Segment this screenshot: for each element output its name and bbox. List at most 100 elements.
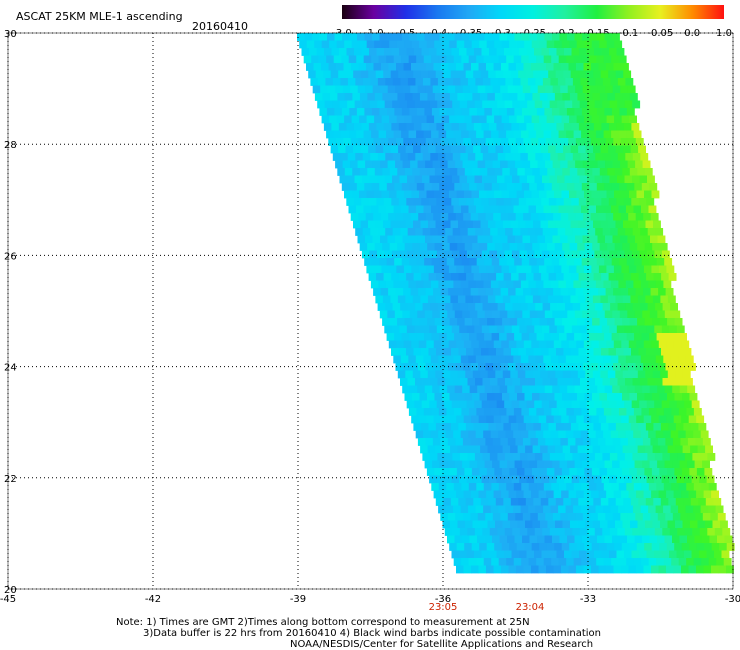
swath-cell — [512, 303, 521, 311]
swath-cell — [675, 370, 684, 379]
swath-cell — [528, 505, 536, 514]
swath-cell — [440, 288, 449, 296]
swath-cell — [418, 213, 427, 221]
swath-cell — [571, 250, 580, 259]
swath-cell — [587, 453, 596, 461]
swath-cell — [585, 145, 594, 154]
swath-cell — [482, 153, 491, 161]
swath-cell — [536, 130, 544, 139]
swath-cell — [654, 528, 663, 536]
swath-cell — [580, 505, 589, 514]
swath-cell — [547, 318, 555, 326]
swath-cell — [676, 400, 685, 409]
swath-cell — [573, 505, 581, 514]
swath-cell — [633, 558, 642, 566]
swath-cell — [560, 138, 569, 146]
swath-cell — [501, 565, 509, 574]
swath-cell — [652, 445, 661, 454]
swath-cell — [491, 333, 500, 341]
swath-cell — [375, 70, 384, 79]
swath-cell — [632, 228, 641, 236]
swath-cell — [443, 145, 451, 154]
swath-cell — [461, 483, 470, 491]
swath-cell — [381, 40, 390, 49]
swath-cell — [497, 453, 506, 461]
swath-cell — [544, 33, 553, 41]
swath-cell — [448, 490, 457, 499]
swath-cell — [631, 475, 640, 484]
swath-cell — [507, 438, 516, 446]
swath-cell — [696, 543, 705, 551]
swath-cell — [308, 70, 317, 79]
swath-cell — [449, 168, 458, 176]
swath-cell — [658, 565, 667, 574]
swath-cell — [422, 228, 431, 236]
swath-cell — [509, 93, 518, 101]
swath-cell — [404, 168, 413, 176]
swath-cell — [408, 408, 417, 416]
swath-cell — [582, 438, 591, 446]
swath-cell — [545, 438, 554, 446]
swath-cell — [570, 370, 579, 379]
swath-cell — [613, 415, 622, 424]
swath-cell — [400, 153, 409, 161]
swath-cell — [526, 48, 535, 56]
swath-cell — [473, 423, 482, 431]
swath-cell — [466, 48, 475, 56]
swath-cell — [429, 48, 437, 56]
swath-cell — [631, 550, 640, 559]
swath-cell — [649, 310, 658, 319]
swath-cell — [626, 558, 635, 566]
swath-cell — [342, 85, 351, 94]
swath-cell — [451, 123, 460, 131]
swath-cell — [450, 423, 459, 431]
swath-cell — [476, 258, 485, 266]
swath-cell — [638, 498, 647, 506]
swath-cell — [681, 565, 689, 574]
swath-cell — [633, 505, 641, 514]
swath-cell — [620, 160, 628, 169]
swath-cell — [426, 190, 435, 199]
swath-cell — [446, 183, 455, 191]
swath-cell — [663, 280, 672, 289]
swath-cell — [549, 175, 558, 184]
swath-cell — [453, 355, 462, 364]
swath-cell — [599, 543, 608, 551]
swath-cell — [578, 273, 587, 281]
swath-cell — [590, 160, 598, 169]
swath-cell — [434, 40, 443, 49]
lon-tick-label: -39 — [290, 594, 306, 605]
swath-cell — [536, 558, 545, 566]
swath-cell — [419, 190, 427, 199]
swath-cell — [509, 40, 518, 49]
swath-cell — [682, 370, 691, 379]
swath-cell — [483, 505, 491, 514]
swath-cell — [543, 408, 552, 416]
swath-cell — [497, 78, 506, 86]
swath-cell — [323, 123, 332, 131]
swath-cell — [565, 505, 574, 514]
swath-cell — [652, 318, 660, 326]
swath-cell — [474, 528, 483, 536]
swath-cell — [471, 490, 479, 499]
swath-cell — [512, 528, 521, 536]
swath-cell — [388, 340, 397, 349]
swath-cell — [652, 295, 661, 304]
swath-cell — [421, 325, 430, 334]
swath-cell — [646, 475, 655, 484]
swath-cell — [403, 340, 412, 349]
swath-cell — [423, 355, 432, 364]
swath-cell — [515, 235, 523, 244]
swath-cell — [579, 175, 588, 184]
swath-cell — [615, 70, 624, 79]
swath-time-label: 23:04 — [516, 602, 545, 613]
swath-cell — [629, 543, 638, 551]
swath-cell — [502, 445, 511, 454]
swath-cell — [713, 498, 722, 506]
swath-cell — [450, 498, 459, 506]
swath-cell — [637, 318, 645, 326]
swath-cell — [484, 108, 493, 116]
swath-cell — [473, 145, 481, 154]
swath-cell — [635, 513, 644, 521]
swath-cell — [613, 63, 622, 71]
